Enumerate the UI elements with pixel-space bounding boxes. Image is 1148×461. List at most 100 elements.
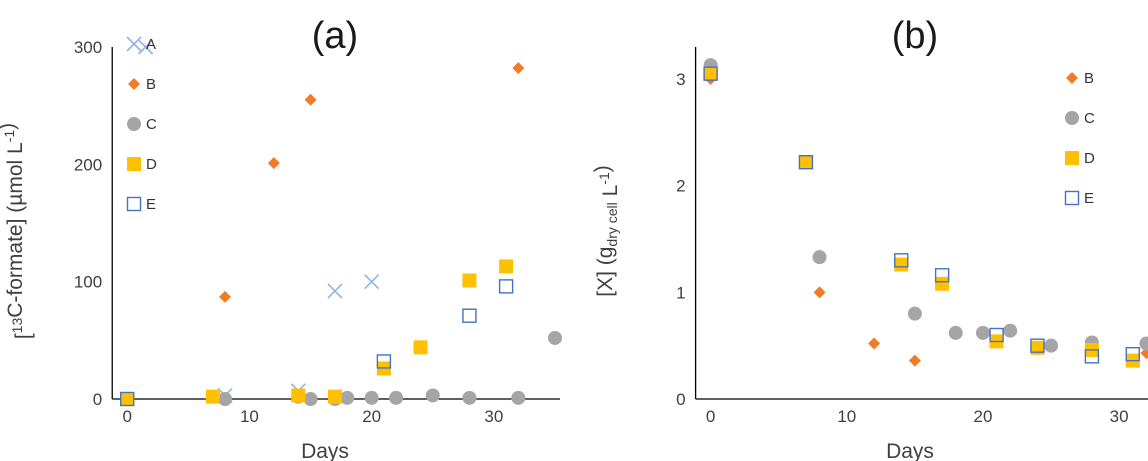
legend: B C D E [1064, 70, 1095, 207]
data-point-E [703, 66, 718, 81]
data-point-A [137, 39, 154, 55]
data-point-C [364, 390, 379, 405]
legend-marker-B [1066, 72, 1078, 84]
legend-label-B: B [1084, 70, 1094, 87]
data-point-C [340, 390, 355, 405]
data-point-D [413, 340, 428, 355]
data-point-E [894, 253, 909, 268]
x-tick-label: 10 [837, 407, 856, 426]
x-axis-label: Days [301, 440, 349, 461]
series-B [121, 62, 525, 405]
data-point-B [908, 354, 921, 367]
y-axis-label: [X] (gdry cell L-1) [591, 165, 622, 297]
data-point-C [425, 388, 440, 403]
data-point-D [291, 388, 306, 403]
x-tick-label: 0 [706, 407, 715, 426]
legend-label-E: E [1084, 190, 1094, 207]
data-point-D [1030, 340, 1045, 355]
data-point-E [462, 308, 477, 323]
legend-label-E: E [146, 196, 156, 213]
x-tick-label: 10 [240, 407, 259, 426]
data-point-C [1003, 323, 1018, 338]
data-point-B [868, 337, 881, 350]
x-tick-label: 30 [1110, 407, 1129, 426]
y-tick-label: 300 [74, 38, 102, 57]
data-point-D [499, 259, 514, 274]
data-point-C [462, 390, 477, 405]
series-D [120, 259, 514, 406]
data-point-D [205, 389, 220, 404]
legend-marker-B [128, 78, 140, 90]
x-tick-label: 0 [122, 407, 131, 426]
y-tick-label: 100 [74, 273, 102, 292]
legend-marker-A [126, 36, 142, 52]
x-tick-label: 20 [974, 407, 993, 426]
legend-label-B: B [146, 76, 156, 93]
legend-marker-D [1065, 151, 1079, 165]
data-point-D [328, 389, 342, 404]
data-point-E [120, 391, 135, 407]
series-B [704, 73, 1148, 367]
data-point-E [934, 268, 950, 283]
y-tick-label: 0 [93, 390, 102, 409]
data-point-C [511, 390, 526, 405]
data-point-C [303, 392, 318, 406]
data-point-E [1084, 349, 1100, 364]
series-E [703, 66, 1140, 364]
data-point-E [376, 354, 392, 369]
data-point-E [1125, 347, 1140, 362]
data-point-B [512, 62, 525, 75]
data-point-C [948, 325, 963, 340]
legend-marker-C [127, 117, 141, 131]
series-A [137, 39, 380, 404]
data-point-C [975, 325, 990, 340]
data-point-E [1030, 338, 1045, 353]
x-tick-label: 20 [362, 407, 381, 426]
data-point-B [219, 290, 231, 303]
data-point-E [989, 327, 1004, 343]
data-point-C [1044, 338, 1059, 353]
legend-marker-D [127, 157, 141, 171]
data-point-A [364, 274, 380, 290]
y-tick-label: 0 [676, 390, 685, 409]
x-axis-label: Days [886, 440, 934, 461]
x-tick-label: 30 [484, 407, 503, 426]
data-point-D [120, 392, 135, 406]
data-point-C [907, 306, 922, 321]
legend-marker-E [126, 196, 142, 212]
series-E [120, 279, 514, 407]
data-point-D [462, 273, 477, 288]
legend-label-D: D [1084, 150, 1095, 167]
legend: A B C D E [126, 36, 157, 213]
panel-title: (b) [892, 15, 938, 57]
data-point-C [389, 390, 404, 405]
data-point-D [935, 276, 950, 291]
panel-title: (a) [312, 15, 358, 57]
y-tick-label: 1 [676, 283, 685, 302]
data-point-D [703, 66, 718, 81]
chart-panel-a: 0 100 200 300 0 10 20 30 (a) Days [13C-formate] (µ… [0, 15, 562, 461]
legend-label-A: A [146, 36, 156, 53]
data-point-A [327, 283, 343, 299]
y-tick-label: 3 [676, 70, 685, 89]
data-point-B [304, 93, 317, 106]
data-point-B [813, 286, 826, 299]
data-point-D [798, 155, 813, 170]
y-tick-label: 200 [74, 155, 102, 174]
y-tick-label: 2 [676, 177, 685, 196]
y-axis-label: [13C-formate] (µmol L-1) [0, 123, 35, 339]
data-point-E [498, 279, 514, 294]
series-C [703, 58, 1148, 353]
legend-marker-E [1064, 190, 1080, 206]
data-point-C [1139, 336, 1148, 351]
series-D [703, 66, 1140, 368]
data-point-C [812, 250, 827, 265]
legend-label-C: C [1084, 110, 1095, 127]
data-point-D [894, 257, 909, 272]
data-point-C [548, 330, 562, 345]
legend-marker-C [1065, 111, 1079, 125]
legend-label-D: D [146, 156, 157, 173]
data-point-C [218, 392, 232, 406]
